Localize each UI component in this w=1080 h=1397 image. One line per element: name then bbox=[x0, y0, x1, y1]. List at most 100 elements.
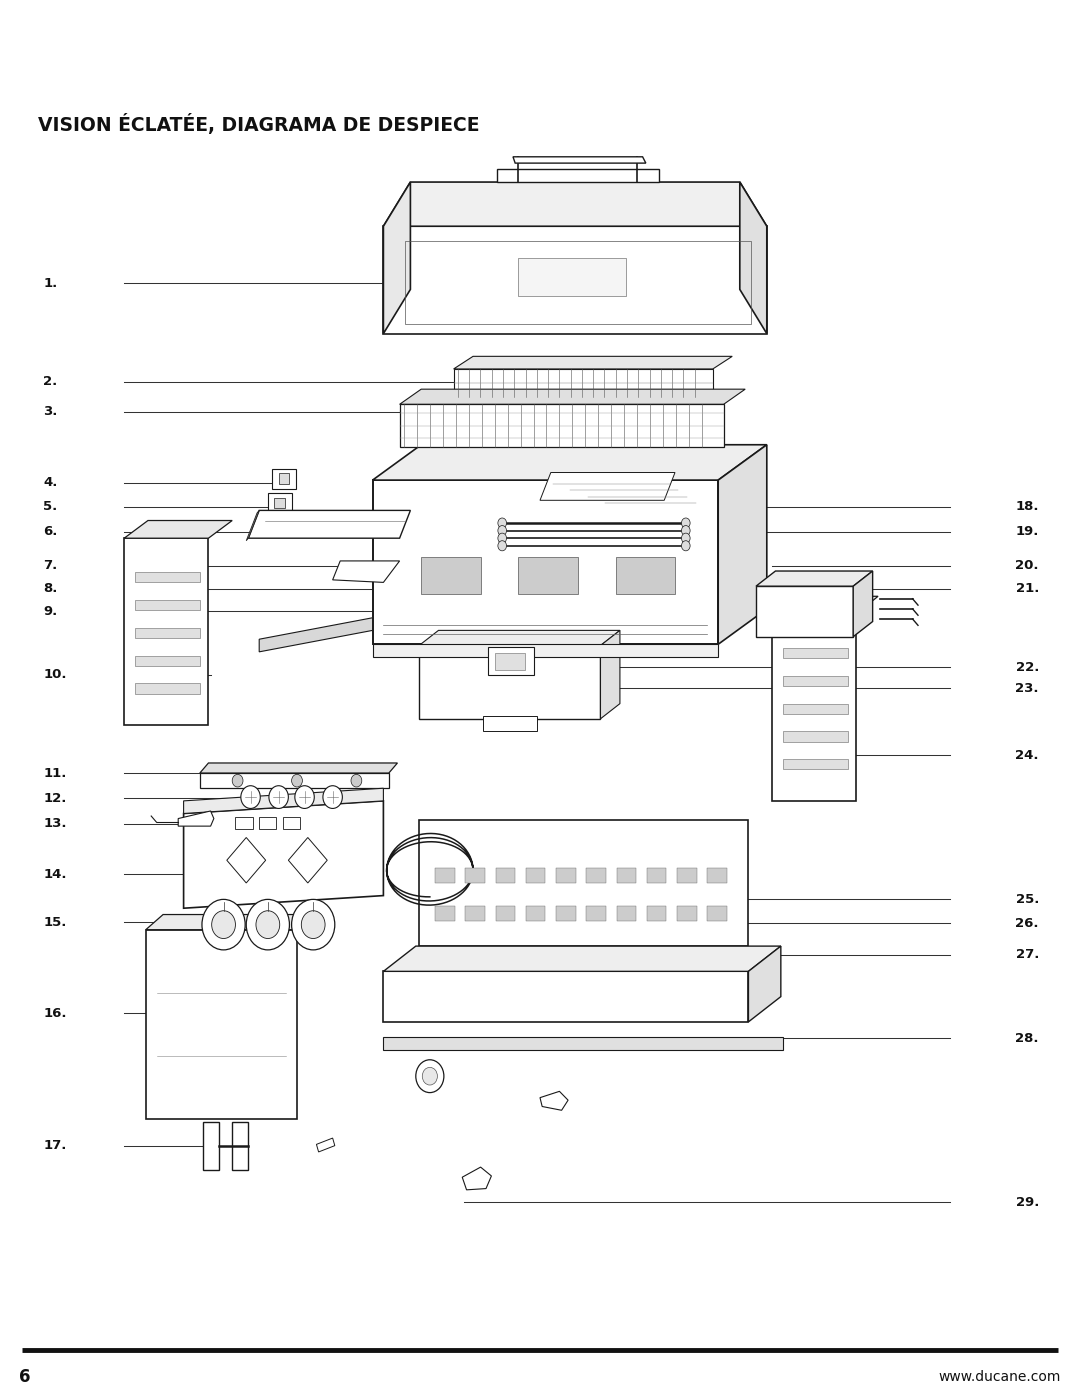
Text: 22.: 22. bbox=[1015, 661, 1039, 673]
Polygon shape bbox=[383, 226, 767, 334]
Polygon shape bbox=[419, 820, 748, 946]
Circle shape bbox=[292, 774, 302, 787]
Bar bbox=[268, 493, 292, 513]
Text: 2.: 2. bbox=[43, 374, 57, 388]
Text: 5.: 5. bbox=[43, 500, 57, 513]
Polygon shape bbox=[718, 444, 767, 644]
Text: 21.: 21. bbox=[1015, 583, 1039, 595]
Polygon shape bbox=[203, 1122, 219, 1169]
Polygon shape bbox=[419, 630, 620, 645]
Polygon shape bbox=[454, 356, 732, 369]
Polygon shape bbox=[200, 763, 397, 773]
Bar bbox=[272, 469, 296, 489]
Circle shape bbox=[681, 518, 690, 528]
Circle shape bbox=[212, 911, 235, 939]
Text: 19.: 19. bbox=[1015, 525, 1039, 538]
Polygon shape bbox=[592, 492, 701, 520]
Bar bbox=[617, 905, 636, 921]
Polygon shape bbox=[740, 182, 767, 334]
Bar bbox=[421, 557, 481, 594]
Bar bbox=[435, 905, 455, 921]
Polygon shape bbox=[146, 915, 314, 929]
Polygon shape bbox=[540, 1091, 568, 1111]
Bar bbox=[135, 683, 200, 693]
Bar bbox=[454, 369, 713, 397]
Polygon shape bbox=[462, 1166, 491, 1190]
Text: 4.: 4. bbox=[43, 476, 57, 489]
Polygon shape bbox=[383, 182, 410, 334]
Bar bbox=[488, 647, 534, 675]
Text: EXPLODED VIEW  4100: EXPLODED VIEW 4100 bbox=[19, 32, 355, 57]
Text: www.ducane.com: www.ducane.com bbox=[939, 1370, 1061, 1384]
Bar bbox=[465, 905, 485, 921]
Bar bbox=[707, 905, 727, 921]
Circle shape bbox=[681, 541, 690, 550]
Polygon shape bbox=[772, 597, 878, 613]
Text: 25.: 25. bbox=[1015, 893, 1039, 905]
Polygon shape bbox=[373, 481, 718, 644]
Bar bbox=[496, 905, 515, 921]
Circle shape bbox=[681, 534, 690, 543]
Polygon shape bbox=[383, 971, 748, 1021]
Bar bbox=[400, 404, 724, 447]
Bar bbox=[405, 242, 751, 324]
Polygon shape bbox=[259, 817, 276, 828]
Polygon shape bbox=[259, 617, 373, 652]
Polygon shape bbox=[513, 156, 646, 163]
Text: 3.: 3. bbox=[43, 405, 57, 419]
Bar bbox=[483, 717, 537, 732]
Circle shape bbox=[292, 900, 335, 950]
Circle shape bbox=[681, 525, 690, 535]
Polygon shape bbox=[184, 800, 383, 908]
Polygon shape bbox=[497, 169, 659, 182]
Text: 15.: 15. bbox=[43, 915, 67, 929]
Bar bbox=[616, 557, 675, 594]
Circle shape bbox=[416, 1060, 444, 1092]
Bar bbox=[647, 905, 666, 921]
Polygon shape bbox=[200, 773, 389, 788]
Bar bbox=[586, 905, 606, 921]
Circle shape bbox=[422, 1067, 437, 1085]
Bar bbox=[135, 573, 200, 583]
Bar bbox=[783, 704, 848, 714]
Bar bbox=[556, 905, 576, 921]
Polygon shape bbox=[756, 587, 853, 637]
Text: 6.: 6. bbox=[43, 525, 57, 538]
Polygon shape bbox=[383, 182, 767, 226]
Circle shape bbox=[256, 911, 280, 939]
Polygon shape bbox=[232, 1122, 248, 1169]
Circle shape bbox=[498, 541, 507, 550]
Bar bbox=[783, 676, 848, 686]
Polygon shape bbox=[575, 485, 692, 513]
Text: 9.: 9. bbox=[43, 605, 57, 617]
Bar bbox=[135, 627, 200, 638]
Bar bbox=[783, 759, 848, 770]
Bar bbox=[586, 868, 606, 883]
Polygon shape bbox=[853, 571, 873, 637]
Bar bbox=[495, 654, 525, 669]
Circle shape bbox=[202, 900, 245, 950]
Bar bbox=[783, 648, 848, 658]
Bar bbox=[647, 868, 666, 883]
Text: 6: 6 bbox=[19, 1368, 31, 1386]
Circle shape bbox=[232, 774, 243, 787]
Bar bbox=[135, 601, 200, 610]
Polygon shape bbox=[316, 1139, 335, 1153]
Text: 18.: 18. bbox=[1015, 500, 1039, 513]
Text: 16.: 16. bbox=[43, 1006, 67, 1020]
Bar bbox=[135, 655, 200, 666]
Circle shape bbox=[301, 911, 325, 939]
Polygon shape bbox=[178, 812, 214, 826]
Text: 14.: 14. bbox=[43, 868, 67, 880]
Circle shape bbox=[498, 525, 507, 535]
Circle shape bbox=[498, 534, 507, 543]
Polygon shape bbox=[400, 390, 745, 404]
Bar bbox=[518, 258, 626, 296]
Text: 13.: 13. bbox=[43, 817, 67, 830]
Polygon shape bbox=[756, 571, 873, 587]
Polygon shape bbox=[124, 538, 208, 725]
Text: 26.: 26. bbox=[1015, 916, 1039, 930]
Polygon shape bbox=[373, 444, 767, 481]
Bar bbox=[677, 905, 697, 921]
Text: 20.: 20. bbox=[1015, 559, 1039, 573]
